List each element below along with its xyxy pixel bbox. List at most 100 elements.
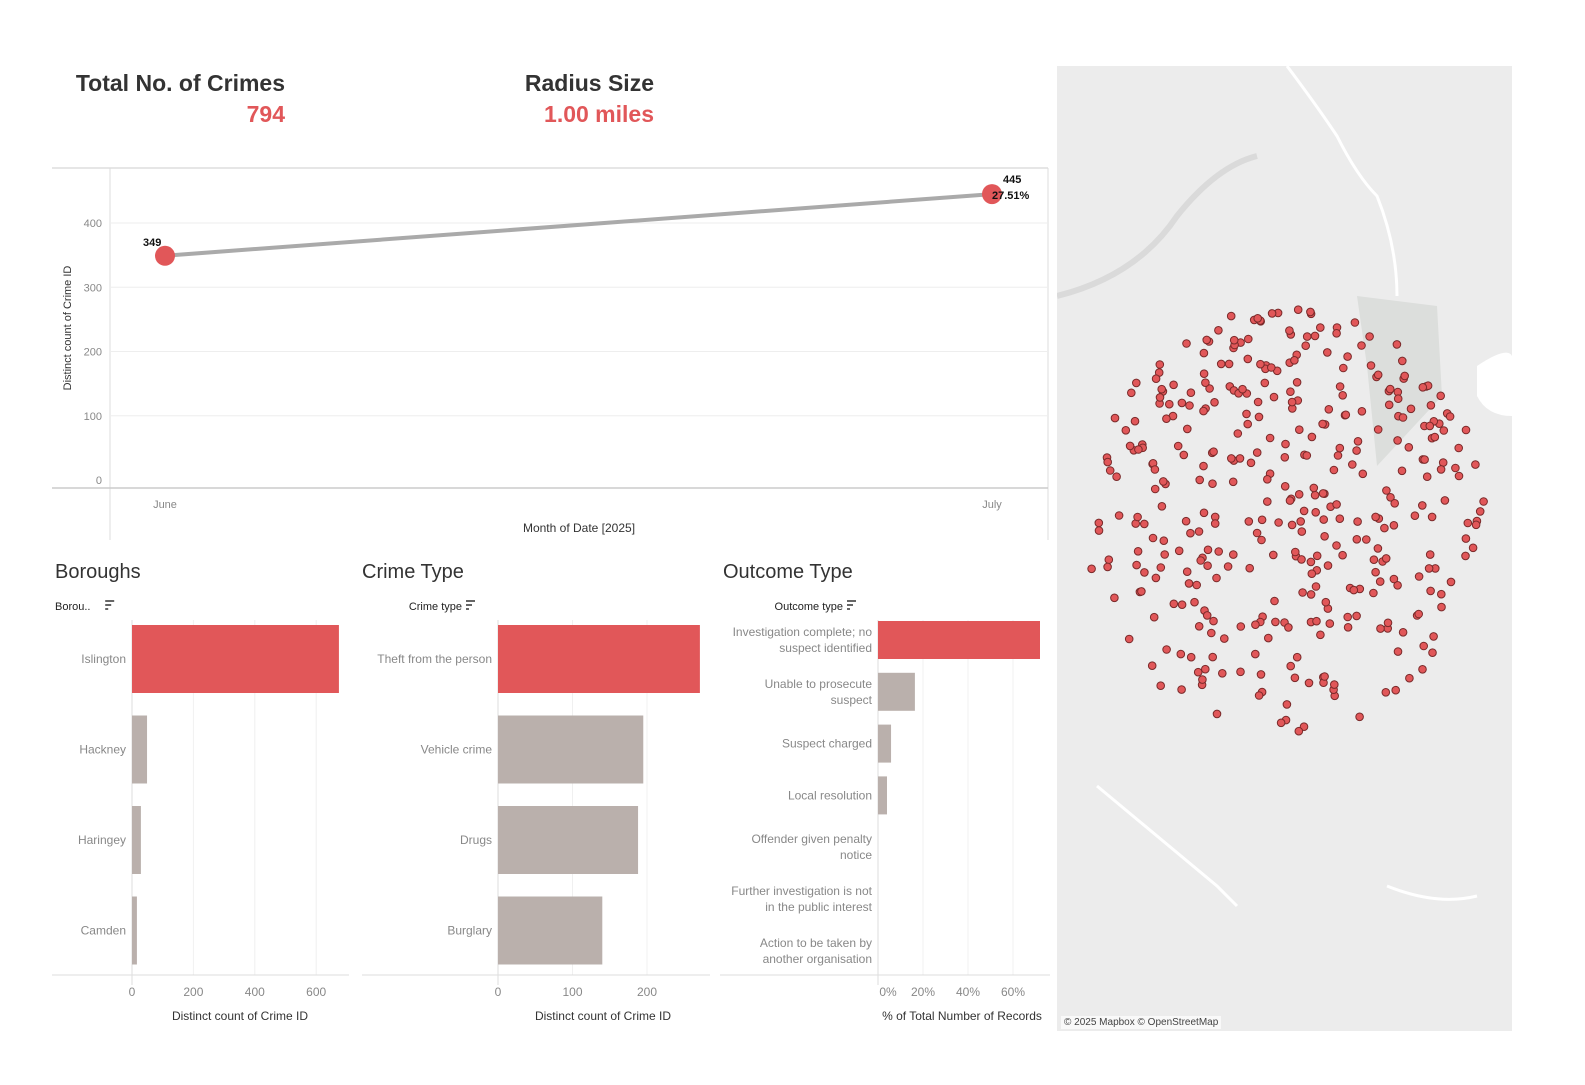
crime-point[interactable] <box>1285 326 1294 335</box>
crime-point[interactable] <box>1391 685 1401 695</box>
crime-point[interactable] <box>1185 401 1194 410</box>
crime-point[interactable] <box>1233 429 1243 438</box>
crime-point[interactable] <box>1420 455 1429 464</box>
crime-point[interactable] <box>1348 460 1357 469</box>
crime-point[interactable] <box>1381 688 1391 697</box>
crime-point[interactable] <box>1160 550 1169 559</box>
crime-point[interactable] <box>1437 589 1446 599</box>
crime-point[interactable] <box>1320 532 1329 541</box>
crime-point[interactable] <box>1390 499 1400 508</box>
crime-point[interactable] <box>1104 555 1114 565</box>
crime-point[interactable] <box>1341 410 1351 420</box>
crime-point[interactable] <box>1210 398 1219 407</box>
crime-point[interactable] <box>1159 477 1168 486</box>
crime-point[interactable] <box>1385 384 1395 394</box>
crime-point[interactable] <box>1156 681 1165 691</box>
crime-point[interactable] <box>1192 580 1201 590</box>
map-canvas[interactable] <box>1057 66 1512 1031</box>
crime-point[interactable] <box>1159 536 1169 546</box>
crime-point[interactable] <box>1306 557 1316 567</box>
crime-point[interactable] <box>1471 460 1480 469</box>
crime-point[interactable] <box>1199 461 1208 471</box>
crime-point[interactable] <box>1405 673 1414 683</box>
crime-point[interactable] <box>1151 374 1161 384</box>
bar[interactable] <box>498 715 644 784</box>
crime-point[interactable] <box>1186 652 1196 662</box>
crime-point[interactable] <box>1254 691 1264 700</box>
bar[interactable] <box>498 896 603 965</box>
data-point[interactable] <box>155 245 175 266</box>
crime-point[interactable] <box>1184 579 1194 588</box>
crime-point[interactable] <box>1318 489 1328 498</box>
crime-point[interactable] <box>1243 354 1253 364</box>
crime-point[interactable] <box>1216 359 1226 369</box>
bar[interactable] <box>878 672 915 711</box>
crime-point[interactable] <box>1212 573 1221 583</box>
bar[interactable] <box>132 806 141 874</box>
crime-point[interactable] <box>1414 572 1424 581</box>
crime-point[interactable] <box>1424 564 1434 573</box>
crime-point[interactable] <box>1286 387 1295 397</box>
crime-point[interactable] <box>1429 632 1438 641</box>
crime-point[interactable] <box>1425 550 1435 559</box>
sort-icon[interactable] <box>105 600 115 610</box>
crime-point[interactable] <box>1398 628 1408 637</box>
crime-point[interactable] <box>1257 515 1267 525</box>
crime-point[interactable] <box>1195 475 1204 485</box>
crime-point[interactable] <box>1280 482 1290 491</box>
crime-point[interactable] <box>1343 623 1353 632</box>
crime-point[interactable] <box>1309 483 1319 493</box>
crime-point[interactable] <box>1343 352 1352 361</box>
bar[interactable] <box>132 625 339 693</box>
crime-point[interactable] <box>1350 318 1360 327</box>
crime-point[interactable] <box>1134 445 1143 454</box>
crime-point[interactable] <box>1376 624 1385 633</box>
crime-point[interactable] <box>1087 564 1096 574</box>
crime-point[interactable] <box>1398 356 1407 366</box>
crime-point[interactable] <box>1422 472 1432 482</box>
crime-point[interactable] <box>1332 329 1341 338</box>
crime-point[interactable] <box>1242 409 1251 419</box>
crime-point[interactable] <box>1094 526 1104 535</box>
crime-point[interactable] <box>1468 543 1478 553</box>
crime-point[interactable] <box>1265 433 1275 443</box>
crime-point[interactable] <box>1186 528 1195 538</box>
crime-point[interactable] <box>1202 611 1212 620</box>
crime-point[interactable] <box>1362 535 1371 544</box>
crime-point[interactable] <box>1199 348 1209 358</box>
crime-point[interactable] <box>1294 726 1304 736</box>
crime-point[interactable] <box>1373 425 1383 434</box>
crime-point[interactable] <box>1428 648 1437 658</box>
crime-point[interactable] <box>1251 649 1260 659</box>
crime-point[interactable] <box>1392 340 1402 349</box>
crime-point[interactable] <box>1397 466 1407 476</box>
crime-point[interactable] <box>1286 661 1295 671</box>
crime-point[interactable] <box>1285 496 1295 505</box>
crime-point[interactable] <box>1179 450 1189 460</box>
crime-point[interactable] <box>1373 544 1383 553</box>
crime-point[interactable] <box>1375 577 1385 586</box>
crime-point[interactable] <box>1319 515 1329 524</box>
crime-point[interactable] <box>1454 471 1464 481</box>
crime-point[interactable] <box>1156 563 1166 572</box>
crime-point[interactable] <box>1426 401 1436 410</box>
crime-point[interactable] <box>1479 497 1488 506</box>
crime-point[interactable] <box>1284 623 1293 632</box>
crime-point[interactable] <box>1137 587 1146 596</box>
crime-point[interactable] <box>1176 649 1186 659</box>
crime-point[interactable] <box>1193 667 1203 677</box>
crime-point[interactable] <box>1321 597 1331 607</box>
crime-point[interactable] <box>1103 562 1112 572</box>
crime-point[interactable] <box>1353 517 1362 526</box>
crime-point[interactable] <box>1290 673 1300 683</box>
crime-point[interactable] <box>1446 577 1456 587</box>
crime-point[interactable] <box>1383 618 1393 628</box>
crime-point[interactable] <box>1406 404 1416 414</box>
crime-point[interactable] <box>1244 517 1254 526</box>
crime-point[interactable] <box>1243 419 1252 429</box>
crime-point[interactable] <box>1311 508 1321 517</box>
crime-point[interactable] <box>1436 465 1446 474</box>
crime-point[interactable] <box>1316 323 1325 332</box>
crime-point[interactable] <box>1199 369 1209 379</box>
crime-point[interactable] <box>1393 647 1403 656</box>
